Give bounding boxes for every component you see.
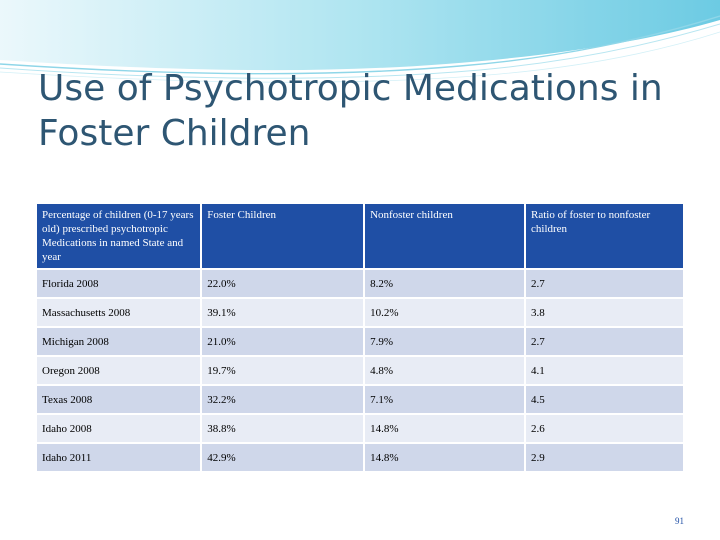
table-row: Florida 2008 22.0% 8.2% 2.7: [37, 270, 683, 299]
table-row: Idaho 2008 38.8% 14.8% 2.6: [37, 415, 683, 444]
state-year-cell: Florida 2008: [37, 270, 203, 299]
ratio-cell: 2.7: [526, 270, 683, 299]
decorative-wave-banner: [0, 0, 720, 83]
nonfoster-percent-cell: 8.2%: [365, 270, 527, 299]
foster-percent-cell: 21.0%: [202, 328, 366, 357]
state-year-cell: Michigan 2008: [37, 328, 203, 357]
foster-percent-cell: 32.2%: [202, 386, 366, 415]
medication-table: Percentage of children (0-17 years old) …: [37, 204, 683, 473]
state-year-cell: Oregon 2008: [37, 357, 203, 386]
ratio-cell: 4.5: [526, 386, 683, 415]
state-year-cell: Idaho 2011: [37, 444, 203, 473]
header-nonfoster-children: Nonfoster children: [365, 204, 527, 270]
state-year-cell: Texas 2008: [37, 386, 203, 415]
table-row: Massachusetts 2008 39.1% 10.2% 3.8: [37, 299, 683, 328]
foster-percent-cell: 19.7%: [202, 357, 366, 386]
table-header-row: Percentage of children (0-17 years old) …: [37, 204, 683, 270]
header-description: Percentage of children (0-17 years old) …: [37, 204, 203, 270]
table-row: Oregon 2008 19.7% 4.8% 4.1: [37, 357, 683, 386]
nonfoster-percent-cell: 10.2%: [365, 299, 527, 328]
header-foster-children: Foster Children: [202, 204, 366, 270]
foster-percent-cell: 38.8%: [202, 415, 366, 444]
foster-percent-cell: 42.9%: [202, 444, 366, 473]
state-year-cell: Massachusetts 2008: [37, 299, 203, 328]
ratio-cell: 4.1: [526, 357, 683, 386]
foster-percent-cell: 39.1%: [202, 299, 366, 328]
nonfoster-percent-cell: 14.8%: [365, 415, 527, 444]
table-row: Texas 2008 32.2% 7.1% 4.5: [37, 386, 683, 415]
state-year-cell: Idaho 2008: [37, 415, 203, 444]
nonfoster-percent-cell: 7.9%: [365, 328, 527, 357]
foster-percent-cell: 22.0%: [202, 270, 366, 299]
page-number: 91: [675, 516, 684, 526]
nonfoster-percent-cell: 4.8%: [365, 357, 527, 386]
header-ratio: Ratio of foster to nonfoster children: [526, 204, 683, 270]
medication-table-container: Percentage of children (0-17 years old) …: [37, 204, 683, 473]
table-row: Idaho 2011 42.9% 14.8% 2.9: [37, 444, 683, 473]
ratio-cell: 2.9: [526, 444, 683, 473]
ratio-cell: 2.7: [526, 328, 683, 357]
slide-title: Use of Psychotropic Medications in Foste…: [38, 68, 663, 154]
table-row: Michigan 2008 21.0% 7.9% 2.7: [37, 328, 683, 357]
ratio-cell: 2.6: [526, 415, 683, 444]
nonfoster-percent-cell: 14.8%: [365, 444, 527, 473]
nonfoster-percent-cell: 7.1%: [365, 386, 527, 415]
ratio-cell: 3.8: [526, 299, 683, 328]
